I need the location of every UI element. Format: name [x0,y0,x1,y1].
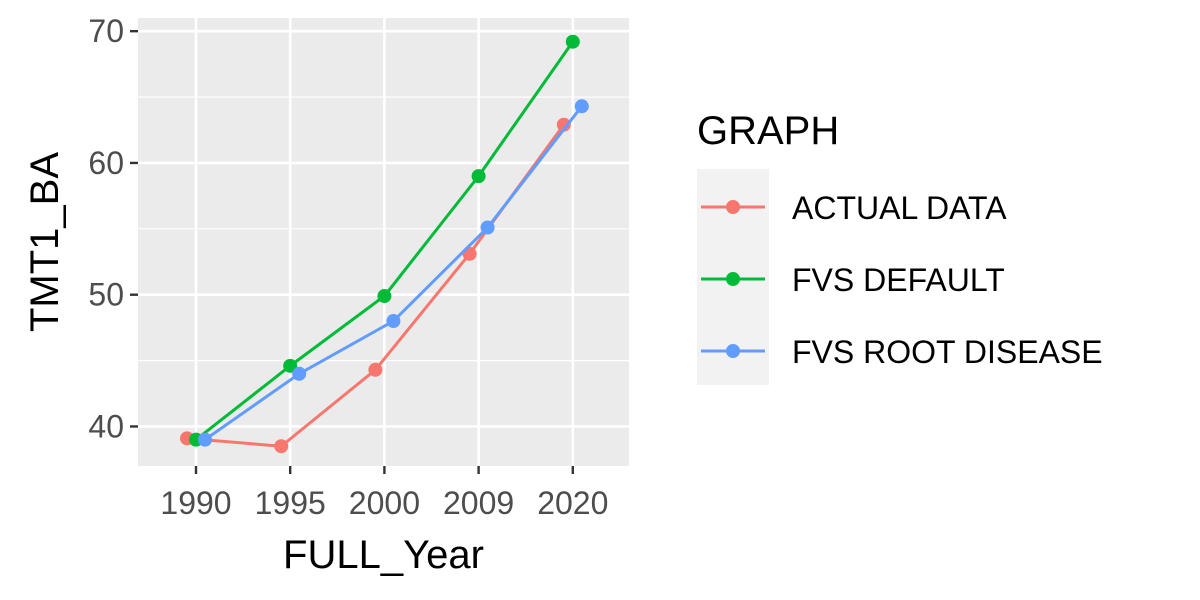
data-point [292,366,307,381]
y-axis-title: TMT1_BA [23,152,67,332]
legend-label: FVS ROOT DISEASE [792,334,1103,370]
series-group [180,34,589,454]
data-point [565,34,580,49]
data-point [274,439,289,454]
data-point [471,169,486,184]
legend-label: FVS DEFAULT [792,262,1005,298]
data-point [386,314,401,329]
y-tick-label: 70 [88,13,124,49]
x-tick-label: 2000 [349,485,420,521]
y-tick-label: 60 [88,145,124,181]
y-axis: 40 50 60 70 [88,13,138,444]
x-tick-label: 2020 [537,485,608,521]
legend-title: GRAPH [697,109,839,153]
legend: GRAPH ACTUAL DATA FVS DEFAULT FVS ROOT DIS… [697,109,1103,385]
x-tick-label: 1990 [160,485,231,521]
legend-item: FVS ROOT DISEASE [701,334,1103,370]
data-point [283,358,298,373]
legend-key-point [726,200,740,214]
data-point [480,220,495,235]
x-tick-label: 1995 [255,485,326,521]
legend-item: ACTUAL DATA [701,190,1007,226]
x-axis: 1990 1995 2000 2009 2020 [160,466,608,521]
data-point [377,289,392,304]
y-tick-label: 40 [88,408,124,444]
legend-item: FVS DEFAULT [701,262,1005,298]
legend-key-point [726,344,740,358]
x-tick-label: 2009 [443,485,514,521]
legend-label: ACTUAL DATA [792,190,1007,226]
data-point [198,432,212,447]
data-point [368,362,383,377]
y-tick-label: 50 [88,277,124,313]
data-point [556,117,571,132]
data-point [574,99,589,114]
legend-key-point [726,272,740,286]
x-axis-title: FULL_Year [283,533,484,577]
